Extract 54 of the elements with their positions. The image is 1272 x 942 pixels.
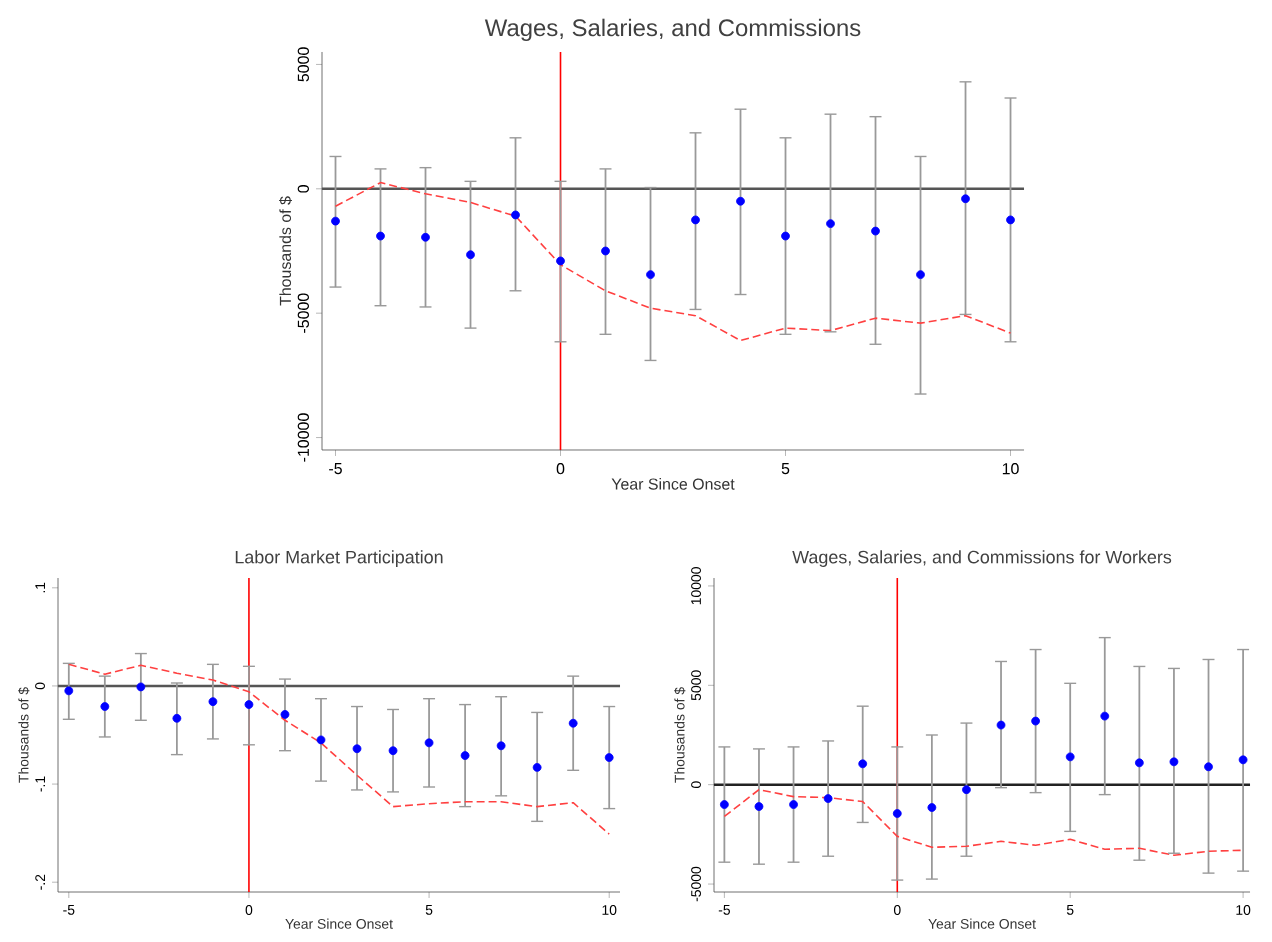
point [871, 226, 880, 236]
point [1100, 711, 1110, 721]
point [826, 219, 835, 229]
point [424, 738, 434, 748]
point [996, 720, 1006, 730]
point [1065, 752, 1075, 762]
line-series [68, 663, 610, 835]
point [927, 803, 937, 812]
point [421, 232, 430, 242]
point [511, 210, 520, 220]
point [352, 744, 362, 754]
point [556, 256, 565, 266]
point [720, 800, 729, 809]
point [460, 751, 470, 760]
point [604, 753, 614, 762]
point [781, 231, 790, 241]
point [1031, 716, 1040, 726]
point [789, 800, 798, 809]
point [962, 785, 971, 795]
chart-title: Wages, Salaries, and Commissions for Workers [792, 550, 1172, 567]
point [208, 697, 218, 707]
point [754, 802, 764, 811]
point [388, 746, 398, 756]
point [1169, 757, 1179, 767]
point [280, 710, 290, 719]
point [244, 700, 254, 709]
point [466, 250, 475, 260]
point [736, 196, 745, 206]
point [961, 194, 970, 204]
line-series [723, 788, 1244, 857]
point [1006, 215, 1015, 225]
point [532, 763, 542, 772]
point [1134, 758, 1144, 768]
point [646, 270, 655, 280]
point [601, 246, 610, 256]
point [1204, 762, 1213, 772]
point [916, 270, 925, 280]
point [823, 794, 833, 803]
point [858, 759, 868, 769]
point [331, 216, 340, 226]
line-series [334, 181, 1012, 342]
point [496, 741, 506, 751]
point [64, 686, 74, 696]
point [376, 231, 385, 241]
point [1238, 755, 1248, 765]
point [172, 713, 182, 723]
point [691, 215, 700, 225]
chart-title: Wages, Salaries, and Commissions [484, 18, 861, 41]
point [316, 735, 326, 745]
point [100, 702, 110, 711]
point [568, 718, 578, 728]
point [892, 809, 902, 818]
chart-title: Labor Market Participation [235, 550, 443, 567]
point [136, 682, 146, 692]
